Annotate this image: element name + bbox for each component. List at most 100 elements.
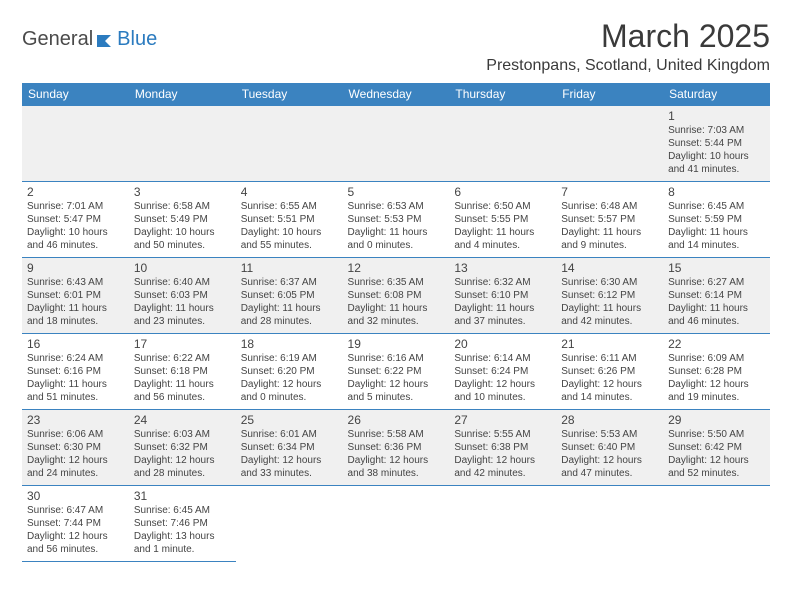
day-detail: Daylight: 12 hours xyxy=(348,454,445,467)
day-detail: Sunset: 5:51 PM xyxy=(241,213,338,226)
day-detail: Daylight: 12 hours xyxy=(241,454,338,467)
day-number: 3 xyxy=(134,185,231,199)
day-detail: Daylight: 10 hours xyxy=(134,226,231,239)
day-detail: Sunrise: 6:53 AM xyxy=(348,200,445,213)
brand-logo: General Blue xyxy=(22,28,157,51)
calendar-cell: 31Sunrise: 6:45 AMSunset: 7:46 PMDayligh… xyxy=(129,486,236,562)
calendar-cell: 24Sunrise: 6:03 AMSunset: 6:32 PMDayligh… xyxy=(129,410,236,486)
day-detail: Sunrise: 6:24 AM xyxy=(27,352,124,365)
day-detail: Sunrise: 6:01 AM xyxy=(241,428,338,441)
day-detail: Sunset: 6:34 PM xyxy=(241,441,338,454)
day-detail: Sunrise: 6:47 AM xyxy=(27,504,124,517)
day-detail: and 55 minutes. xyxy=(241,239,338,252)
day-detail: and 5 minutes. xyxy=(348,391,445,404)
day-detail: Daylight: 12 hours xyxy=(27,530,124,543)
calendar-cell xyxy=(236,486,343,562)
calendar-cell: 5Sunrise: 6:53 AMSunset: 5:53 PMDaylight… xyxy=(343,182,450,258)
day-detail: and 0 minutes. xyxy=(241,391,338,404)
day-detail: Sunset: 6:05 PM xyxy=(241,289,338,302)
day-detail: Sunset: 6:30 PM xyxy=(27,441,124,454)
day-detail: and 1 minute. xyxy=(134,543,231,556)
calendar-cell: 6Sunrise: 6:50 AMSunset: 5:55 PMDaylight… xyxy=(449,182,556,258)
day-number: 30 xyxy=(27,489,124,503)
day-detail: Daylight: 12 hours xyxy=(348,378,445,391)
day-header: Thursday xyxy=(449,83,556,106)
calendar-table: SundayMondayTuesdayWednesdayThursdayFrid… xyxy=(22,83,770,562)
day-detail: Daylight: 11 hours xyxy=(27,302,124,315)
day-number: 24 xyxy=(134,413,231,427)
calendar-cell: 11Sunrise: 6:37 AMSunset: 6:05 PMDayligh… xyxy=(236,258,343,334)
day-detail: and 0 minutes. xyxy=(348,239,445,252)
day-detail: Daylight: 11 hours xyxy=(454,302,551,315)
location: Prestonpans, Scotland, United Kingdom xyxy=(486,57,770,75)
day-number: 25 xyxy=(241,413,338,427)
day-detail: Sunrise: 6:55 AM xyxy=(241,200,338,213)
day-detail: and 14 minutes. xyxy=(668,239,765,252)
day-detail: Sunrise: 6:43 AM xyxy=(27,276,124,289)
day-detail: Sunrise: 6:27 AM xyxy=(668,276,765,289)
day-detail: Daylight: 11 hours xyxy=(348,302,445,315)
day-detail: Sunrise: 6:06 AM xyxy=(27,428,124,441)
calendar-cell: 3Sunrise: 6:58 AMSunset: 5:49 PMDaylight… xyxy=(129,182,236,258)
day-detail: Sunrise: 6:45 AM xyxy=(668,200,765,213)
day-detail: and 28 minutes. xyxy=(134,467,231,480)
calendar-row: 2Sunrise: 7:01 AMSunset: 5:47 PMDaylight… xyxy=(22,182,770,258)
day-number: 21 xyxy=(561,337,658,351)
day-detail: Sunset: 6:22 PM xyxy=(348,365,445,378)
day-detail: and 42 minutes. xyxy=(561,315,658,328)
calendar-cell xyxy=(343,106,450,182)
day-detail: Sunset: 5:53 PM xyxy=(348,213,445,226)
day-detail: Daylight: 12 hours xyxy=(27,454,124,467)
day-detail: Sunrise: 6:16 AM xyxy=(348,352,445,365)
calendar-row: 23Sunrise: 6:06 AMSunset: 6:30 PMDayligh… xyxy=(22,410,770,486)
calendar-cell: 27Sunrise: 5:55 AMSunset: 6:38 PMDayligh… xyxy=(449,410,556,486)
day-number: 4 xyxy=(241,185,338,199)
calendar-cell: 16Sunrise: 6:24 AMSunset: 6:16 PMDayligh… xyxy=(22,334,129,410)
day-detail: Sunrise: 6:50 AM xyxy=(454,200,551,213)
day-number: 6 xyxy=(454,185,551,199)
calendar-cell: 25Sunrise: 6:01 AMSunset: 6:34 PMDayligh… xyxy=(236,410,343,486)
day-detail: and 32 minutes. xyxy=(348,315,445,328)
day-detail: and 38 minutes. xyxy=(348,467,445,480)
day-number: 11 xyxy=(241,261,338,275)
day-number: 26 xyxy=(348,413,445,427)
day-detail: Daylight: 11 hours xyxy=(454,226,551,239)
day-detail: Sunset: 6:12 PM xyxy=(561,289,658,302)
day-detail: Sunset: 6:08 PM xyxy=(348,289,445,302)
day-detail: Sunrise: 6:22 AM xyxy=(134,352,231,365)
brand-part1: General xyxy=(22,28,93,51)
calendar-cell: 8Sunrise: 6:45 AMSunset: 5:59 PMDaylight… xyxy=(663,182,770,258)
day-detail: Daylight: 12 hours xyxy=(454,378,551,391)
day-detail: and 52 minutes. xyxy=(668,467,765,480)
day-number: 28 xyxy=(561,413,658,427)
calendar-cell: 20Sunrise: 6:14 AMSunset: 6:24 PMDayligh… xyxy=(449,334,556,410)
calendar-cell: 1Sunrise: 7:03 AMSunset: 5:44 PMDaylight… xyxy=(663,106,770,182)
day-detail: Sunset: 6:10 PM xyxy=(454,289,551,302)
day-detail: Sunset: 6:38 PM xyxy=(454,441,551,454)
day-detail: Sunset: 6:18 PM xyxy=(134,365,231,378)
day-number: 2 xyxy=(27,185,124,199)
day-detail: Daylight: 13 hours xyxy=(134,530,231,543)
day-detail: Sunrise: 6:30 AM xyxy=(561,276,658,289)
day-detail: Daylight: 10 hours xyxy=(27,226,124,239)
day-detail: Daylight: 12 hours xyxy=(668,378,765,391)
day-detail: Daylight: 11 hours xyxy=(561,226,658,239)
day-detail: Sunrise: 5:58 AM xyxy=(348,428,445,441)
day-detail: Sunrise: 6:32 AM xyxy=(454,276,551,289)
calendar-cell: 21Sunrise: 6:11 AMSunset: 6:26 PMDayligh… xyxy=(556,334,663,410)
calendar-cell: 23Sunrise: 6:06 AMSunset: 6:30 PMDayligh… xyxy=(22,410,129,486)
calendar-cell: 22Sunrise: 6:09 AMSunset: 6:28 PMDayligh… xyxy=(663,334,770,410)
day-detail: and 47 minutes. xyxy=(561,467,658,480)
calendar-cell xyxy=(449,106,556,182)
calendar-cell: 26Sunrise: 5:58 AMSunset: 6:36 PMDayligh… xyxy=(343,410,450,486)
calendar-cell: 13Sunrise: 6:32 AMSunset: 6:10 PMDayligh… xyxy=(449,258,556,334)
calendar-cell xyxy=(343,486,450,562)
day-number: 14 xyxy=(561,261,658,275)
day-detail: and 46 minutes. xyxy=(27,239,124,252)
calendar-cell xyxy=(449,486,556,562)
day-header: Tuesday xyxy=(236,83,343,106)
day-number: 15 xyxy=(668,261,765,275)
day-detail: Sunset: 5:57 PM xyxy=(561,213,658,226)
day-detail: Sunset: 6:16 PM xyxy=(27,365,124,378)
day-detail: Daylight: 12 hours xyxy=(134,454,231,467)
